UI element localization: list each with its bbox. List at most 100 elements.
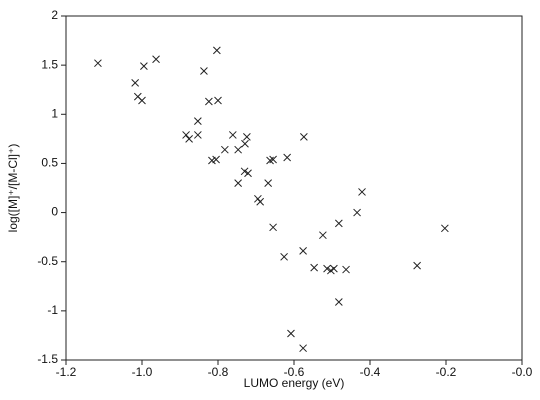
x-tick-label: -0.8	[208, 365, 229, 379]
point-stroke	[234, 179, 242, 187]
point	[310, 263, 318, 272]
point-stroke	[140, 62, 148, 70]
point	[194, 117, 202, 126]
point-stroke	[323, 264, 331, 273]
y-tick-label: -1.5	[37, 352, 58, 366]
x-tick-label: -1.2	[56, 365, 77, 379]
y-tick-label: -0.5	[37, 254, 58, 268]
point	[280, 252, 288, 261]
point-stroke	[194, 117, 202, 126]
x-tick-label: -0.4	[360, 365, 381, 379]
point	[234, 179, 242, 187]
point	[205, 97, 213, 106]
point	[269, 223, 277, 232]
point	[264, 179, 273, 187]
point-stroke	[358, 188, 366, 196]
point-stroke	[299, 344, 307, 353]
point	[194, 131, 202, 139]
point-stroke	[244, 169, 252, 178]
y-tick-label: -1	[47, 303, 58, 317]
point-stroke	[94, 59, 102, 68]
point-stroke	[342, 265, 350, 274]
point-stroke	[287, 329, 295, 338]
point-stroke	[185, 135, 193, 143]
point	[269, 155, 277, 164]
point-stroke	[133, 92, 142, 101]
x-tick-label: -0.6	[284, 365, 305, 379]
point	[334, 298, 343, 306]
point-stroke	[182, 131, 190, 139]
point	[234, 145, 242, 154]
point	[220, 145, 229, 154]
y-tick-label: 0	[51, 205, 58, 219]
point	[334, 219, 343, 228]
point-stroke	[413, 261, 421, 270]
point-stroke	[228, 131, 237, 139]
y-tick-label: 0.5	[41, 156, 58, 170]
point-stroke	[283, 153, 292, 162]
point-stroke	[269, 155, 277, 164]
point	[152, 55, 160, 64]
point-stroke	[220, 145, 229, 154]
point-stroke	[319, 231, 327, 240]
point	[323, 264, 331, 273]
point	[243, 133, 251, 141]
point-stroke	[280, 252, 288, 261]
y-tick-label: 2	[51, 8, 58, 22]
point-stroke	[353, 208, 361, 217]
point	[358, 188, 366, 196]
point-stroke	[212, 155, 220, 164]
point	[131, 78, 140, 87]
point	[330, 264, 338, 273]
point	[182, 131, 190, 139]
y-tick-label: 1	[51, 106, 58, 120]
point	[241, 139, 249, 148]
point	[287, 329, 295, 338]
y-tick-label: 1.5	[41, 57, 58, 71]
point-stroke	[299, 247, 307, 255]
point	[353, 208, 361, 217]
point	[244, 169, 252, 178]
point	[213, 46, 221, 55]
plot-frame	[65, 15, 523, 361]
point	[212, 155, 220, 164]
point-stroke	[240, 167, 249, 176]
point-stroke	[152, 55, 160, 64]
point	[256, 197, 265, 206]
point	[283, 153, 292, 162]
x-tick-label: -0.2	[436, 365, 457, 379]
x-axis-label: LUMO energy (eV)	[244, 376, 345, 390]
point-stroke	[131, 78, 140, 87]
point-stroke	[200, 67, 208, 75]
point	[300, 133, 308, 141]
point-stroke	[334, 219, 343, 228]
x-tick-label: -0.0	[512, 365, 533, 379]
point-stroke	[214, 96, 222, 105]
point	[200, 67, 208, 75]
point	[185, 135, 193, 143]
point-stroke	[194, 131, 202, 139]
point-stroke	[213, 46, 221, 55]
point-stroke	[264, 179, 273, 187]
point-stroke	[241, 139, 249, 148]
point	[342, 265, 350, 274]
point-stroke	[310, 263, 318, 272]
point-stroke	[441, 224, 449, 233]
point	[138, 96, 146, 105]
point	[94, 59, 102, 68]
point-stroke	[269, 223, 277, 232]
point	[299, 247, 307, 255]
y-axis-label: log([M]⁺/[M-Cl]⁺)	[6, 144, 20, 233]
point-stroke	[256, 197, 265, 206]
point-stroke	[330, 264, 338, 273]
point	[140, 62, 148, 70]
point-stroke	[234, 145, 242, 154]
point-stroke	[334, 298, 343, 306]
point-stroke	[300, 133, 308, 141]
point	[441, 224, 449, 233]
point-stroke	[205, 97, 213, 106]
point-stroke	[243, 133, 251, 141]
point	[319, 231, 327, 240]
point	[413, 261, 421, 270]
